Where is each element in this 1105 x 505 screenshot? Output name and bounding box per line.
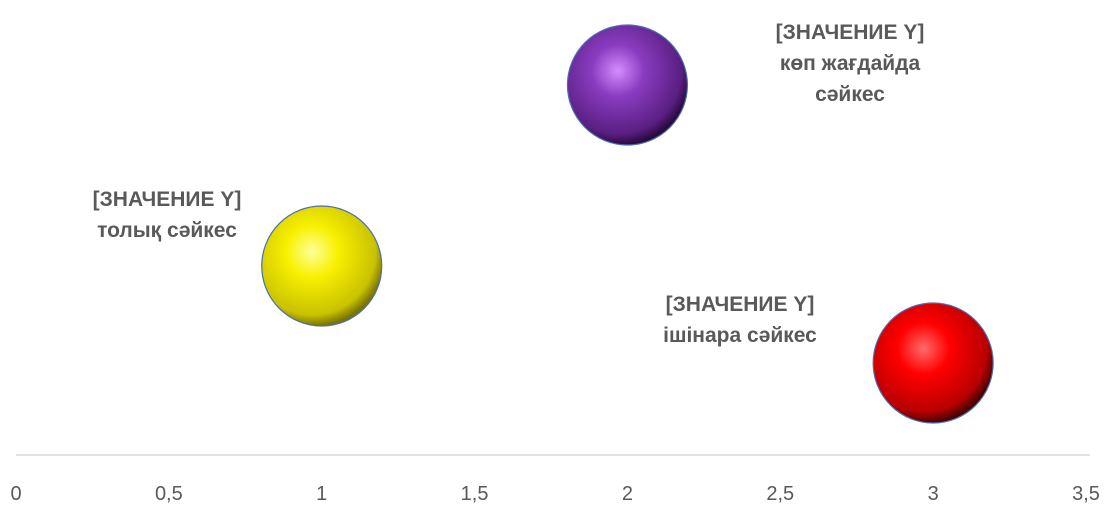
data-label-line: ішінара сәйкес xyxy=(663,324,817,347)
data-label-line: [ЗНАЧЕНИЕ Y] xyxy=(93,188,242,211)
x-tick-label: 2,5 xyxy=(766,483,794,505)
bubble-point xyxy=(566,24,689,146)
data-labels: [ЗНАЧЕНИЕ Y] толық сәйкес [ЗНАЧЕНИЕ Y] көп … xyxy=(93,21,925,347)
bubble-point xyxy=(872,302,994,424)
x-tick-label: 1 xyxy=(316,483,327,505)
x-tick-label: 0,5 xyxy=(155,483,183,505)
x-tick-label: 3,5 xyxy=(1072,483,1100,505)
bubbles xyxy=(261,24,994,424)
x-tick-label: 0 xyxy=(10,483,21,505)
x-tick-label: 3 xyxy=(928,483,939,505)
data-label-line: толық сәйкес xyxy=(97,219,237,242)
x-tick-label: 1,5 xyxy=(461,483,489,505)
data-label-line: көп жағдайда xyxy=(780,52,921,75)
x-axis-ticks: 0 0,5 1 1,5 2 2,5 3 3,5 xyxy=(10,483,1099,505)
x-tick-label: 2 xyxy=(622,483,633,505)
data-label-line: [ЗНАЧЕНИЕ Y] xyxy=(666,293,815,316)
bubble-point xyxy=(261,205,383,327)
data-label-line: сәйкес xyxy=(815,83,885,106)
data-label-line: [ЗНАЧЕНИЕ Y] xyxy=(776,21,925,44)
